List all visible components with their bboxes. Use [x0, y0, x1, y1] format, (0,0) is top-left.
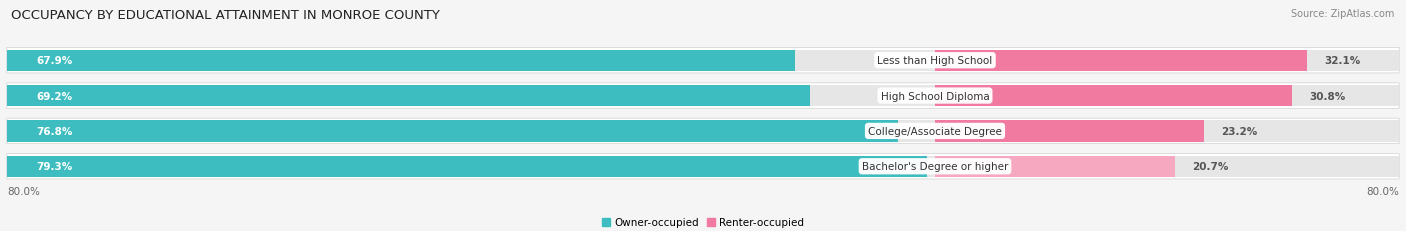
Text: High School Diploma: High School Diploma [880, 91, 990, 101]
Text: 23.2%: 23.2% [1222, 126, 1258, 136]
Bar [935, 50, 1399, 72]
FancyBboxPatch shape [7, 119, 1399, 144]
Bar [7, 50, 935, 72]
Bar [935, 156, 1399, 177]
Bar [935, 85, 1399, 107]
Text: Less than High School: Less than High School [877, 56, 993, 66]
Bar [7, 85, 935, 107]
Text: 76.8%: 76.8% [37, 126, 72, 136]
Bar [7, 121, 898, 142]
Bar [7, 156, 935, 177]
Text: 79.3%: 79.3% [37, 161, 72, 172]
Text: 69.2%: 69.2% [37, 91, 72, 101]
FancyBboxPatch shape [7, 48, 1399, 74]
Text: 80.0%: 80.0% [7, 186, 39, 196]
Bar [935, 50, 1308, 72]
FancyBboxPatch shape [7, 83, 1399, 109]
Text: 20.7%: 20.7% [1192, 161, 1229, 172]
Text: 67.9%: 67.9% [37, 56, 72, 66]
Text: Bachelor's Degree or higher: Bachelor's Degree or higher [862, 161, 1008, 172]
Text: 30.8%: 30.8% [1309, 91, 1346, 101]
FancyBboxPatch shape [7, 154, 1399, 179]
Text: 80.0%: 80.0% [1367, 186, 1399, 196]
Text: OCCUPANCY BY EDUCATIONAL ATTAINMENT IN MONROE COUNTY: OCCUPANCY BY EDUCATIONAL ATTAINMENT IN M… [11, 9, 440, 22]
Text: College/Associate Degree: College/Associate Degree [868, 126, 1002, 136]
Bar [935, 156, 1175, 177]
Legend: Owner-occupied, Renter-occupied: Owner-occupied, Renter-occupied [598, 213, 808, 231]
Bar [7, 50, 794, 72]
Bar [935, 121, 1204, 142]
Bar [7, 85, 810, 107]
Text: Source: ZipAtlas.com: Source: ZipAtlas.com [1291, 9, 1395, 19]
Text: 32.1%: 32.1% [1324, 56, 1361, 66]
Bar [935, 121, 1399, 142]
Bar [7, 156, 927, 177]
Bar [7, 121, 935, 142]
Bar [935, 85, 1292, 107]
